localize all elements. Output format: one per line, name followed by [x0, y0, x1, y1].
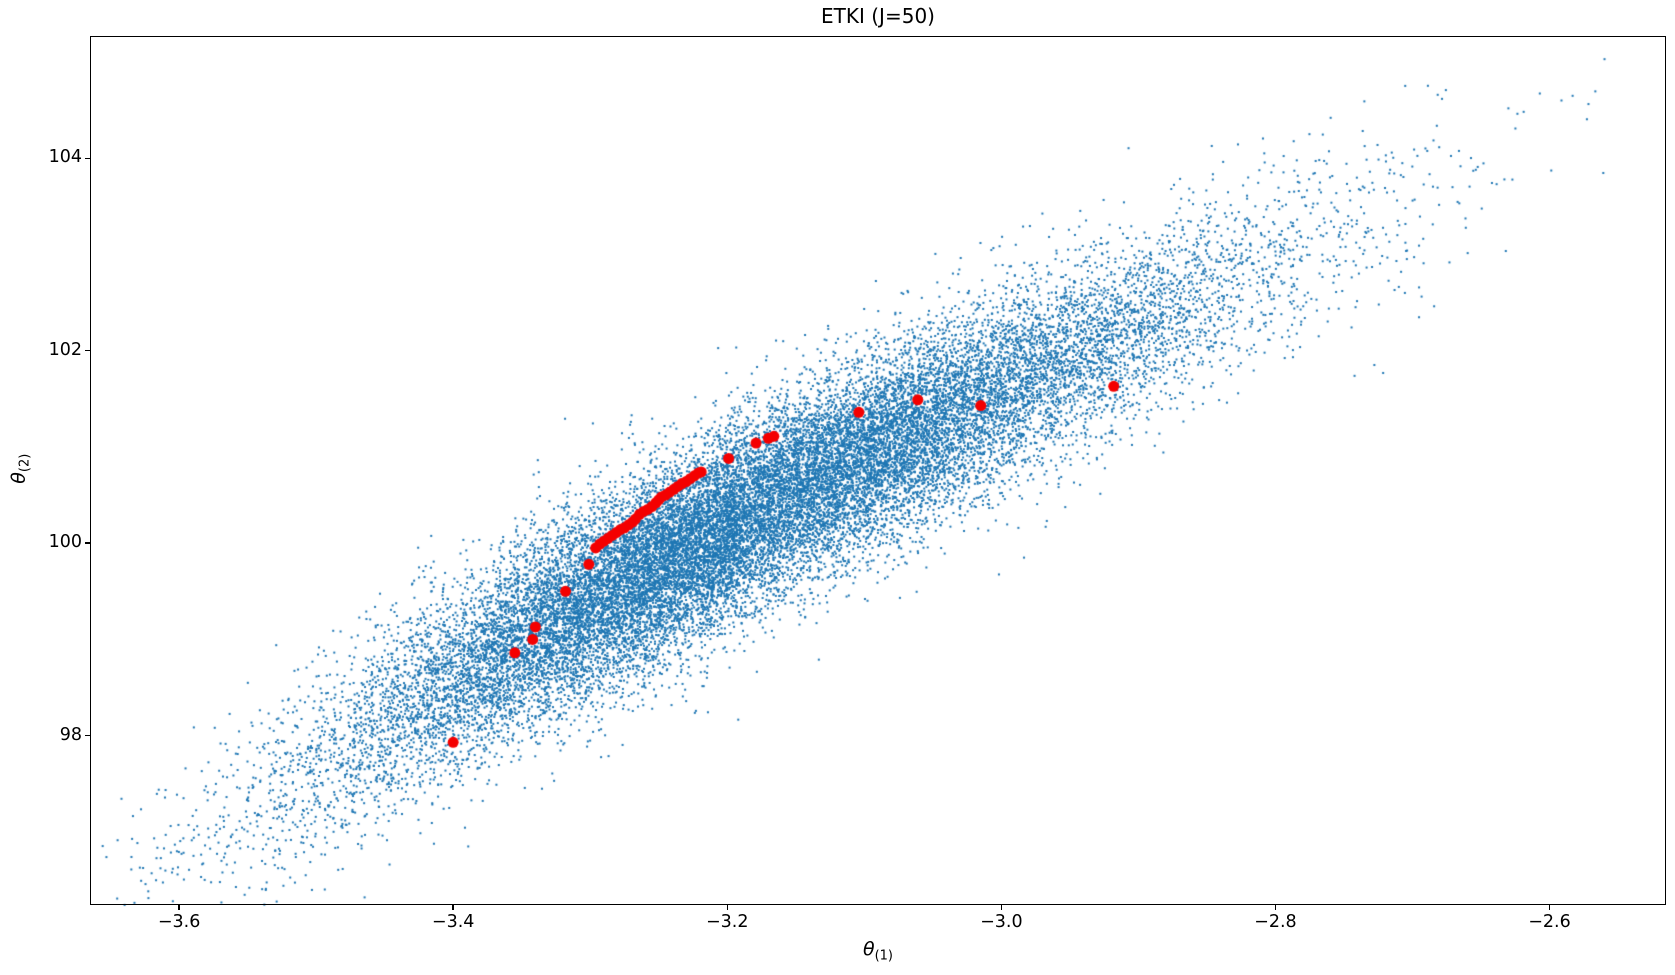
y-tick-label: 98: [59, 724, 82, 745]
y-tick-label: 102: [48, 339, 82, 360]
x-tick-mark: [1274, 905, 1277, 910]
y-tick-label: 104: [48, 147, 82, 168]
y-axis-label-subscript: (2): [17, 453, 33, 473]
x-axis-label-subscript: (1): [874, 948, 894, 964]
x-axis-label: θ(1): [838, 938, 918, 963]
x-tick-label: −3.0: [980, 912, 1023, 932]
chart-title: ETKI (J=50): [821, 4, 935, 28]
y-tick-label: 100: [48, 532, 82, 553]
y-tick-mark: [85, 542, 90, 544]
x-tick-label: −3.6: [157, 912, 201, 932]
y-tick-mark: [85, 734, 90, 737]
x-tick-mark: [178, 905, 180, 910]
y-tick-mark: [85, 157, 90, 159]
x-tick-label: −3.2: [706, 912, 749, 932]
x-tick-label: −3.4: [431, 912, 475, 932]
x-tick-mark: [452, 905, 454, 910]
y-axis-label: θ(2): [7, 429, 32, 509]
x-tick-label: −2.8: [1254, 912, 1297, 932]
x-tick-mark: [1000, 905, 1003, 910]
plot-frame: [90, 36, 1666, 905]
x-tick-mark: [726, 905, 728, 910]
y-axis-label-symbol: θ: [7, 472, 30, 484]
y-tick-mark: [85, 349, 90, 352]
x-tick-mark: [1548, 905, 1551, 910]
x-tick-label: −2.6: [1528, 912, 1571, 932]
x-axis-label-symbol: θ: [862, 938, 875, 960]
